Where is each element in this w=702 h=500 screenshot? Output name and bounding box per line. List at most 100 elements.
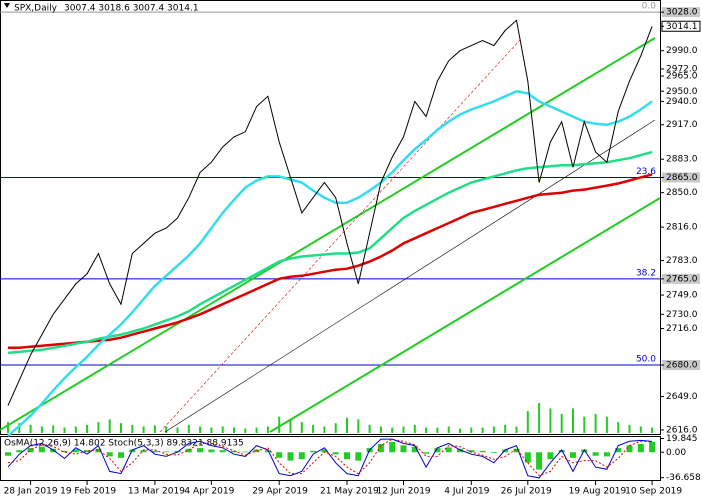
osma-bar: [400, 445, 407, 453]
y-tick-label: 2865.0: [666, 173, 698, 183]
osma-bar: [603, 452, 610, 457]
y-tick-label: 2765.0: [666, 274, 698, 284]
trend-line: [164, 119, 656, 433]
osma-bar: [411, 446, 418, 453]
x-tick-label: 19 Feb 2019: [60, 487, 116, 497]
tick-box: [662, 172, 700, 183]
y-tick-label: 2965.0: [666, 72, 698, 82]
osma-bar: [637, 443, 644, 453]
osma-bar: [536, 452, 543, 470]
main-panel: [0, 0, 661, 435]
y-tick-label: 2749.0: [666, 291, 698, 301]
osma-bar: [626, 445, 633, 453]
osma-bar: [298, 452, 305, 460]
osma-bar: [468, 450, 475, 453]
osma-bar: [242, 451, 249, 453]
osma-bar: [332, 452, 339, 455]
chart-title: SPX,Daily: [14, 4, 58, 14]
osma-bar: [445, 447, 452, 453]
y-tick-label: 2940.0: [666, 97, 698, 107]
osma-bar: [38, 446, 45, 453]
osma-bar: [231, 450, 237, 453]
osma-bar: [95, 448, 102, 453]
trend-line: [269, 197, 661, 433]
x-tick-label: 4 Apr 2019: [184, 487, 234, 497]
x-tick-label: 13 Mar 2019: [128, 487, 185, 497]
tick-box: [662, 7, 700, 18]
y-tick-label: 2850.0: [666, 188, 698, 198]
osma-bar: [615, 448, 622, 453]
moving-average: [7, 150, 653, 355]
osma-bar: [61, 450, 68, 453]
moving-average: [7, 90, 653, 437]
osc-title: OsMA(12,26,9) 14.802 Stoch(5,3,3) 89.832…: [4, 439, 244, 449]
osma-bar: [570, 452, 576, 458]
y-tick-label: 2972.0: [666, 64, 698, 74]
y-tick-label: 0.00: [666, 448, 686, 458]
osma-bar: [423, 452, 430, 454]
osma-bar: [219, 450, 226, 453]
osma-bar: [344, 452, 350, 460]
osma-bar: [490, 452, 497, 453]
osma-bar: [27, 448, 34, 453]
y-tick-label: 2649.0: [666, 392, 698, 402]
price-line: [7, 19, 653, 406]
osma-bar: [16, 450, 23, 453]
fib-label: 50.0: [636, 355, 656, 365]
osma-bar: [479, 450, 486, 453]
x-tick-label: 29 Apr 2019: [252, 487, 308, 497]
y-tick-label: 2730.0: [666, 310, 698, 320]
fib-label: 38.2: [636, 268, 656, 278]
osma-bar: [649, 441, 656, 453]
x-tick-label: 12 Jun 2019: [377, 487, 431, 497]
osma-bar: [151, 450, 158, 453]
osma-bar: [502, 449, 509, 453]
y-tick-label: 2917.0: [666, 120, 698, 130]
y-tick-label: 2990.0: [666, 46, 698, 56]
x-tick-label: 21 May 2019: [320, 487, 379, 497]
osma-bar: [355, 452, 362, 461]
osma-bar: [276, 452, 283, 458]
osma-bar: [5, 452, 11, 456]
menu-icon[interactable]: [4, 3, 10, 8]
osma-bar: [434, 448, 441, 453]
y-tick-label: 2950.0: [666, 87, 698, 97]
osma-bar: [377, 443, 384, 453]
osma-bar: [513, 448, 520, 453]
y-tick-label: 3014.1: [666, 22, 698, 32]
osma-bar: [547, 452, 554, 460]
osma-bar: [457, 448, 463, 453]
osma-bar: [140, 450, 147, 453]
osma-bar: [558, 450, 565, 453]
osma-bar: [592, 452, 599, 456]
osma-bar: [197, 448, 204, 453]
osma-bar: [106, 452, 113, 457]
tick-box: [662, 273, 700, 284]
osma-bar: [264, 450, 271, 453]
x-tick-label: 4 Jul 2019: [444, 487, 489, 497]
fib-label: 0.0: [642, 2, 657, 12]
x-tick-label: 26 Jul 2019: [501, 487, 552, 497]
y-tick-label: 2616.0: [666, 425, 698, 435]
y-tick-label: 2816.0: [666, 223, 698, 233]
osma-bar: [524, 452, 531, 463]
osma-bar: [321, 449, 328, 453]
osma-bar: [208, 449, 215, 453]
ohlc: 3007.4 3018.6 3007.4 3014.1: [64, 4, 199, 14]
x-tick-label: 10 Sep 2019: [625, 487, 682, 497]
osma-bar: [163, 451, 170, 453]
fib-label: 23.6: [636, 167, 656, 177]
moving-average: [8, 173, 653, 350]
osma-bar: [185, 448, 192, 453]
y-tick-label: 19.845: [666, 434, 698, 444]
x-tick-label: 28 Jan 2019: [4, 487, 58, 497]
y-tick-label: 2716.0: [666, 324, 698, 334]
stoch-line: [7, 438, 653, 479]
x-tick-label: 19 Aug 2019: [569, 487, 627, 497]
osma-bar: [118, 452, 124, 458]
y-tick-label: -36.658: [666, 473, 701, 483]
osma-bar: [72, 449, 79, 453]
osma-bar: [287, 452, 294, 461]
